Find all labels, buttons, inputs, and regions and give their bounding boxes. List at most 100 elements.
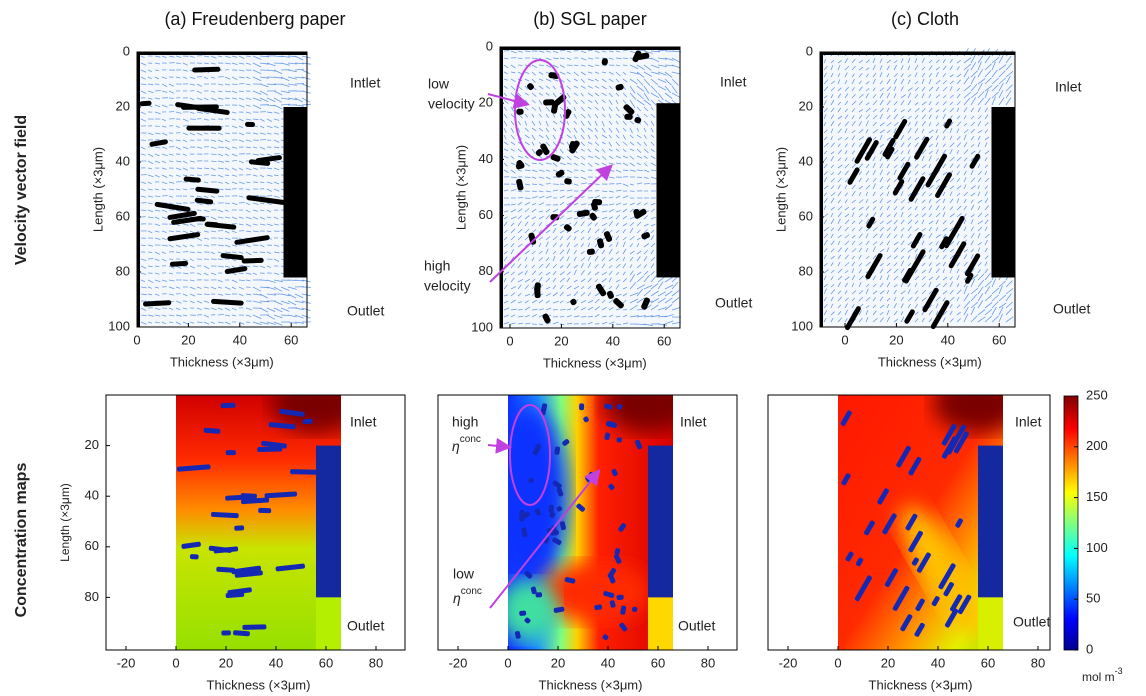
fibre xyxy=(885,146,895,160)
fibre xyxy=(195,105,230,115)
fibre xyxy=(579,403,585,411)
fibre xyxy=(882,513,897,535)
fibre xyxy=(540,143,550,156)
fibre xyxy=(613,554,622,564)
y-tick-label: 80 xyxy=(479,263,493,278)
fibre xyxy=(864,140,879,161)
fibre xyxy=(192,66,221,73)
fibre xyxy=(189,554,199,560)
fibre xyxy=(275,563,305,572)
fibre xyxy=(618,523,627,532)
field xyxy=(176,395,341,650)
fibre xyxy=(969,153,981,169)
outlet-zone xyxy=(648,597,673,650)
row-label: Concentration maps xyxy=(13,463,30,618)
fibre xyxy=(245,121,256,128)
y-tick-label: 40 xyxy=(116,153,130,168)
outlet-label: Outlet xyxy=(1053,301,1090,317)
fibre xyxy=(841,473,851,486)
fibre xyxy=(896,445,911,468)
fibre xyxy=(176,464,211,472)
fibre xyxy=(915,598,925,611)
annotation-arrow xyxy=(489,164,613,283)
x-tick-label: -20 xyxy=(117,655,136,670)
fibre xyxy=(556,487,564,497)
fibre xyxy=(258,507,272,514)
x-tick-label: 40 xyxy=(606,333,620,348)
y-tick-label: 0 xyxy=(806,43,813,58)
x-tick-label: 80 xyxy=(1031,655,1045,670)
fibre xyxy=(204,221,237,230)
fibre xyxy=(964,253,981,277)
x-tick-label: 0 xyxy=(834,655,841,670)
x-tick-label: 20 xyxy=(181,332,195,347)
panel-frame xyxy=(437,394,738,651)
colorbar-tick-label: 0 xyxy=(1086,641,1093,656)
fibre xyxy=(596,238,605,249)
panel-frame xyxy=(105,394,406,651)
fibre xyxy=(535,592,543,598)
fibre xyxy=(944,608,959,628)
y-tick-label: 60 xyxy=(799,208,813,223)
concentration-map xyxy=(838,395,1003,650)
fibre xyxy=(559,521,566,531)
x-tick-label: 20 xyxy=(219,655,233,670)
colorbar-tick-label: 100 xyxy=(1086,540,1108,555)
fibre xyxy=(551,102,559,114)
fibre xyxy=(224,266,248,275)
fibre xyxy=(550,154,561,162)
field-blob xyxy=(508,580,558,641)
fibre xyxy=(615,83,624,91)
fibre xyxy=(908,456,922,476)
fibre xyxy=(855,557,864,567)
fibre xyxy=(935,172,952,198)
x-axis-label: Thickness (×3μm) xyxy=(869,677,973,692)
x-tick-label: 20 xyxy=(889,332,903,347)
column-title: (b) SGL paper xyxy=(533,9,646,29)
fibre xyxy=(925,153,948,188)
fibre xyxy=(601,58,608,66)
x-tick-label: 80 xyxy=(701,655,715,670)
fibre xyxy=(554,446,560,455)
fibre xyxy=(519,509,525,522)
annotation: high xyxy=(424,258,450,274)
y-axis-label: Length (×3μm) xyxy=(90,147,105,232)
y-tick-label: 40 xyxy=(85,488,99,503)
inlet-label: Inlet xyxy=(1015,414,1042,430)
highlight-ellipse xyxy=(514,59,566,161)
fibre xyxy=(609,600,616,608)
fibre xyxy=(641,232,651,240)
y-tick-label: 100 xyxy=(471,319,493,334)
x-axis-label: Thickness (×3μm) xyxy=(878,354,982,369)
fibre xyxy=(519,610,527,616)
fibre xyxy=(549,511,556,519)
fibre xyxy=(847,167,860,185)
x-tick-label: 20 xyxy=(554,333,568,348)
fibre xyxy=(892,585,910,611)
colorbar-tick-label: 250 xyxy=(1086,387,1108,402)
y-tick-label: 20 xyxy=(85,437,99,452)
fibre xyxy=(845,551,854,562)
fibre xyxy=(530,586,537,595)
x-tick-label: 40 xyxy=(269,655,283,670)
fibre xyxy=(882,137,896,157)
fibre xyxy=(884,568,898,587)
fibre xyxy=(279,408,305,417)
fibre xyxy=(540,403,548,416)
inlet-label: Intlet xyxy=(350,75,380,91)
annotation-arrow xyxy=(487,93,530,109)
fibre xyxy=(905,513,918,531)
inlet-label: Inlet xyxy=(350,414,377,430)
y-axis-label: Length (×3μm) xyxy=(773,147,788,232)
fibre xyxy=(910,231,923,249)
x-tick-label: 60 xyxy=(981,655,995,670)
fibre xyxy=(543,99,555,106)
fibre xyxy=(234,235,270,245)
fibre xyxy=(897,161,911,181)
fibre xyxy=(534,508,541,516)
y-tick-label: 80 xyxy=(799,263,813,278)
fibre xyxy=(623,104,635,116)
fibre xyxy=(632,50,642,63)
fibre xyxy=(608,573,616,584)
fibre xyxy=(854,137,873,164)
